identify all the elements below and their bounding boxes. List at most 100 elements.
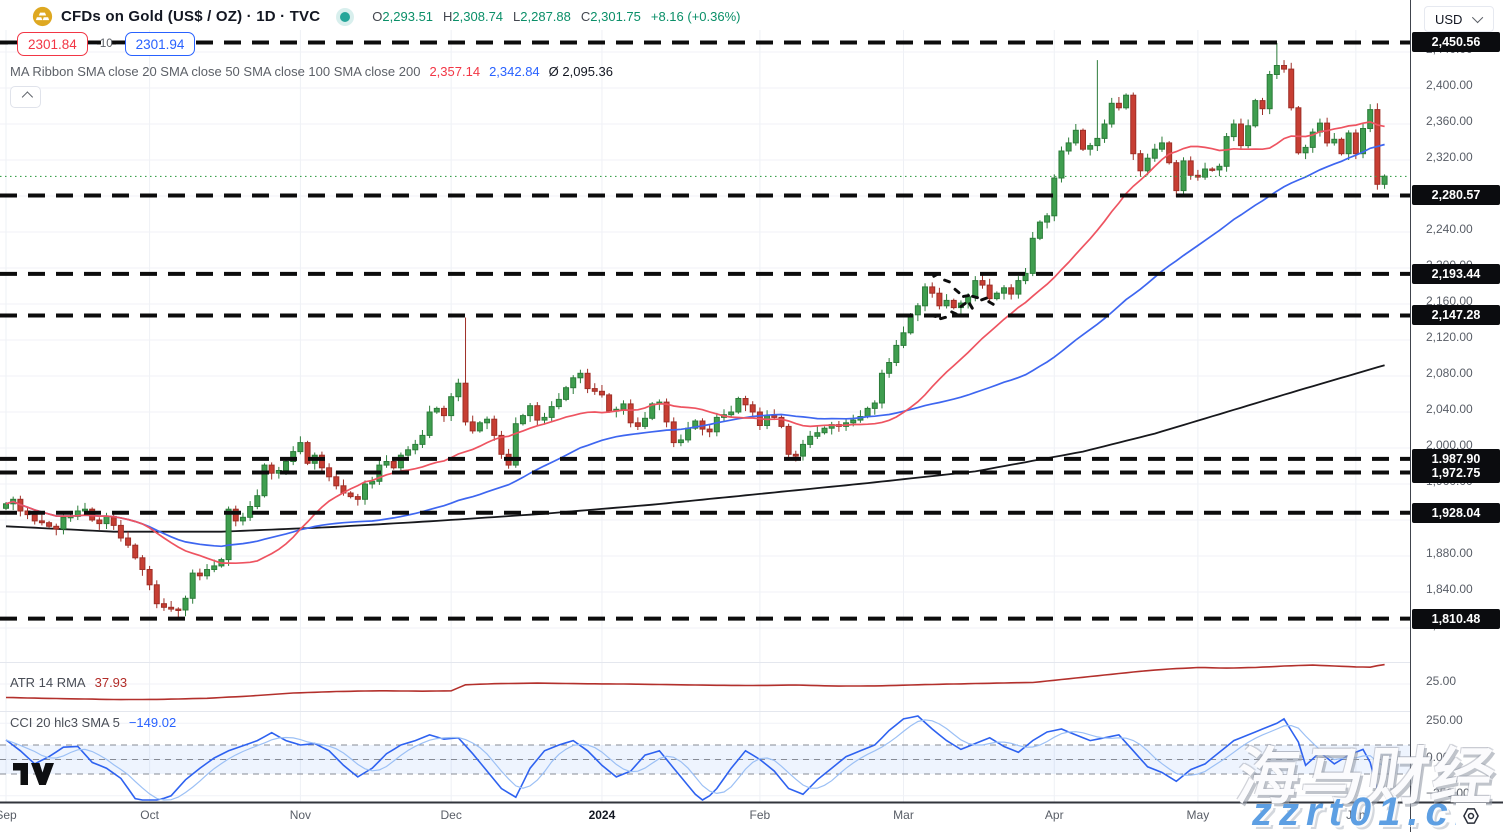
cci-tick-label: 0.00: [1426, 749, 1450, 764]
candle-body: [1130, 94, 1137, 155]
candle-body: [893, 344, 900, 363]
candle-body: [886, 362, 893, 374]
candle-body: [534, 405, 541, 421]
candle-body: [146, 569, 153, 586]
candle-body: [132, 544, 139, 559]
bid-ask-row: 2301.84 10 2301.94: [8, 32, 196, 56]
candle-body: [175, 608, 182, 611]
tick-mark: [8, 43, 17, 45]
candle-body: [1237, 123, 1244, 147]
scale-settings-button[interactable]: [1456, 803, 1486, 829]
ma-average-value: Ø 2,095.36: [548, 64, 613, 79]
atr-line: [5, 663, 1385, 701]
candle-body: [283, 461, 290, 471]
sketch-dash: [939, 315, 947, 321]
atr-value: 37.93: [94, 675, 128, 690]
candle-body: [1015, 280, 1022, 295]
candle-body: [1345, 132, 1352, 155]
candle-body: [1158, 142, 1165, 150]
sketch-dash: [971, 294, 979, 300]
candle-body: [1029, 237, 1036, 274]
bid-price-button[interactable]: 2301.84: [17, 32, 88, 56]
candle-body: [577, 372, 584, 379]
candle-body: [1001, 287, 1008, 294]
cci-legend[interactable]: CCI 20 hlc3 SMA 5 −149.02: [10, 715, 176, 730]
cci-tick-label: −250.00: [1426, 785, 1470, 800]
candle-body: [1022, 272, 1029, 282]
candle-body: [1180, 160, 1187, 192]
candle-body: [1144, 157, 1151, 172]
time-axis-label: Sep: [0, 808, 17, 822]
candle-body: [936, 292, 943, 307]
price-tick-label: 1,880.00: [1426, 546, 1473, 560]
market-status-icon[interactable]: [340, 11, 351, 22]
candle-body: [117, 524, 124, 539]
candle-body: [1123, 94, 1130, 109]
candle-body: [512, 423, 519, 466]
open-value: 2,293.51: [382, 9, 434, 24]
candle-body: [914, 305, 921, 316]
candle-body: [1108, 102, 1115, 125]
candle-body: [792, 453, 799, 457]
level-price-tag: 2,280.57: [1412, 185, 1500, 206]
candle-body: [692, 420, 699, 429]
candle-body: [642, 417, 649, 427]
candle-body: [584, 372, 591, 390]
candle-body: [1266, 74, 1273, 110]
candle-body: [38, 520, 45, 524]
candle-body: [519, 415, 526, 425]
candle-body: [390, 461, 397, 469]
candle-body: [189, 572, 196, 599]
candle-body: [1281, 65, 1288, 70]
candle-body: [168, 606, 175, 610]
candle-body: [1044, 215, 1051, 223]
candle-body: [979, 280, 986, 286]
price-tick-label: 2,120.00: [1426, 330, 1473, 344]
currency-label: USD: [1435, 11, 1463, 27]
candle-body: [1080, 129, 1086, 150]
candle-body: [606, 394, 613, 412]
candle-body: [46, 522, 53, 527]
candle-body: [31, 514, 38, 522]
collapse-indicators-button[interactable]: [10, 86, 41, 108]
candle-body: [426, 411, 433, 436]
tradingview-logo[interactable]: [12, 762, 56, 788]
atr-legend[interactable]: ATR 14 RMA 37.93: [10, 675, 127, 690]
sketch-dash: [943, 278, 951, 284]
candle-body: [1352, 132, 1359, 155]
candle-body: [448, 396, 455, 417]
candle-body: [634, 422, 641, 427]
candle-body: [878, 372, 885, 404]
currency-selector[interactable]: USD: [1424, 6, 1494, 32]
ask-price-button[interactable]: 2301.94: [124, 32, 196, 56]
candle-body: [972, 280, 979, 298]
candle-body: [1295, 107, 1302, 154]
candle-body: [1302, 146, 1309, 154]
spread-value: 10: [99, 38, 113, 50]
candle-body: [1036, 221, 1043, 239]
candle-body: [548, 406, 555, 418]
candle-body: [1309, 131, 1316, 148]
candle-body: [1151, 148, 1158, 159]
candle-body: [297, 442, 304, 453]
watermark-url: zzrt01.cn: [1252, 790, 1487, 832]
high-value: 2,308.74: [452, 9, 504, 24]
gold-symbol-icon[interactable]: [32, 6, 53, 27]
symbol-title[interactable]: CFDs on Gold (US$ / OZ) · 1D · TVC: [61, 8, 321, 25]
candle-body: [1087, 145, 1094, 150]
candle-body: [354, 496, 361, 500]
price-tick-label: 2,240.00: [1426, 222, 1473, 236]
candle-body: [627, 403, 634, 424]
ma-fast-value: 2,357.14: [429, 64, 481, 79]
candle-body: [1008, 287, 1015, 295]
time-axis-label: Dec: [440, 808, 462, 822]
candle-body: [1360, 128, 1367, 155]
price-tick-label: 1,840.00: [1426, 582, 1473, 596]
gear-icon: [1463, 808, 1479, 824]
ma-ribbon-legend[interactable]: MA Ribbon SMA close 20 SMA close 50 SMA …: [10, 64, 613, 79]
low-value: 2,287.88: [520, 9, 571, 24]
level-price-tag: 1,972.75: [1412, 462, 1500, 483]
candle-body: [369, 480, 376, 485]
candle-body: [498, 434, 505, 455]
